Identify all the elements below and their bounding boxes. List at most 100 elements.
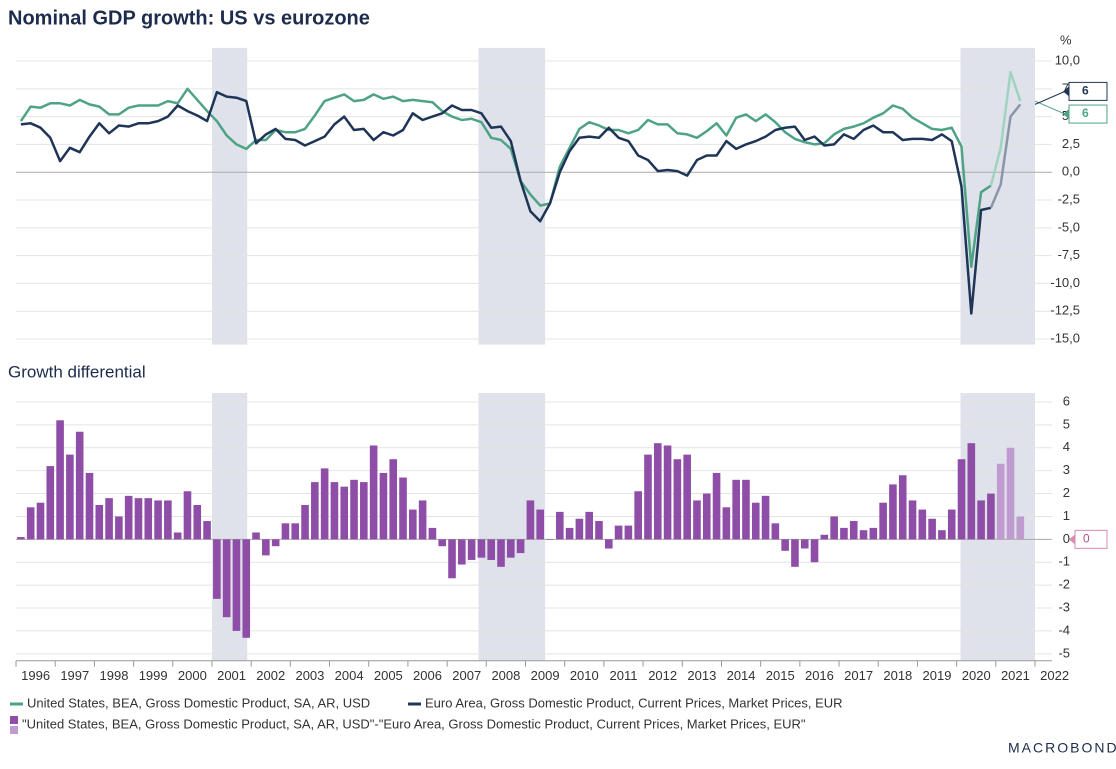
- y-tick-label: -5: [1058, 645, 1070, 660]
- bar: [409, 509, 417, 540]
- bar: [908, 500, 917, 540]
- bar: [360, 482, 368, 540]
- series-line-light: [989, 103, 1022, 209]
- bar: [183, 491, 192, 540]
- end-flag-tip: [1063, 109, 1069, 120]
- x-tick-label: 2002: [256, 668, 285, 683]
- x-tick-label: 2020: [962, 668, 991, 683]
- bar: [154, 500, 162, 540]
- bar: [418, 500, 427, 540]
- y-tick-label: -1: [1058, 554, 1070, 569]
- bar: [859, 530, 868, 540]
- x-tick-label: 2005: [374, 668, 403, 683]
- end-flag-pointer: [1034, 90, 1066, 105]
- bar: [46, 466, 55, 540]
- y-tick-label: 5: [1063, 416, 1070, 431]
- bar: [369, 445, 378, 540]
- bar: [624, 525, 633, 540]
- x-tick-label: 2013: [687, 668, 716, 683]
- bar: [242, 539, 251, 638]
- bar: [967, 443, 976, 540]
- bar: [281, 523, 290, 540]
- bar: [438, 539, 447, 547]
- bar: [311, 482, 319, 540]
- logo: MACROBOND: [1008, 740, 1116, 756]
- bar: [889, 484, 897, 540]
- y-tick-label: 6: [1063, 393, 1070, 408]
- x-tick-label: 2019: [923, 668, 952, 683]
- x-tick-label: 2016: [805, 668, 834, 683]
- bar: [379, 472, 388, 540]
- bar: [918, 509, 927, 540]
- bar: [320, 468, 329, 540]
- bar: [399, 477, 407, 540]
- bar: [781, 539, 789, 551]
- x-tick-label: 2010: [570, 668, 599, 683]
- x-tick-label: 1996: [21, 668, 50, 683]
- x-tick-label: 2018: [883, 668, 912, 683]
- bar: [644, 454, 652, 540]
- bar: [555, 511, 564, 540]
- end-flag-tip: [1069, 534, 1075, 545]
- legend-label: "United States, BEA, Gross Domestic Prod…: [22, 716, 806, 731]
- x-tick-label: 2021: [1001, 668, 1030, 683]
- y-tick-label: -15,0: [1050, 330, 1080, 345]
- x-tick-label: 2006: [413, 668, 442, 683]
- bar: [849, 521, 858, 540]
- bar: [595, 521, 603, 540]
- x-tick-label: 2001: [217, 668, 246, 683]
- bar: [144, 498, 153, 540]
- x-tick-label: 2008: [491, 668, 520, 683]
- bar: [389, 459, 398, 540]
- bar: [17, 537, 25, 540]
- x-tick-label: 1999: [139, 668, 168, 683]
- bar: [448, 539, 456, 579]
- series-line-light: [989, 70, 1022, 186]
- bar: [222, 539, 231, 618]
- x-tick-label: 1997: [60, 668, 89, 683]
- x-tick-label: 2011: [609, 668, 637, 683]
- bar: [203, 521, 211, 540]
- bar: [193, 505, 202, 540]
- bar: [66, 454, 74, 540]
- end-label: 0: [1083, 532, 1090, 546]
- bar: [330, 482, 339, 540]
- x-tick-label: 2000: [178, 668, 207, 683]
- bar: [487, 539, 496, 560]
- bar: [673, 459, 682, 540]
- x-tick-label: 2015: [766, 668, 795, 683]
- legend-label: Euro Area, Gross Domestic Product, Curre…: [425, 695, 843, 710]
- bar: [301, 505, 309, 540]
- bar: [820, 534, 829, 540]
- y-tick-label: 1: [1063, 508, 1070, 523]
- bar: [164, 500, 172, 540]
- bar: [458, 539, 466, 565]
- recession-band: [478, 47, 546, 345]
- bar: [712, 472, 721, 540]
- bar: [26, 507, 35, 540]
- bar: [477, 539, 486, 558]
- bar: [36, 502, 45, 540]
- y-tick-label: 2,5: [1062, 136, 1080, 151]
- bar: [213, 539, 221, 599]
- bar: [957, 459, 966, 540]
- bar: [879, 502, 887, 540]
- bar: [428, 527, 437, 540]
- bar: [683, 454, 691, 540]
- end-flag: [1074, 529, 1108, 549]
- bar: [634, 491, 642, 540]
- x-tick-label: 2012: [648, 668, 677, 683]
- bar: [791, 539, 799, 567]
- x-tick-label: 2014: [727, 668, 756, 683]
- bar: [516, 539, 525, 554]
- bar: [722, 507, 731, 540]
- x-tick-label: 2009: [531, 668, 560, 683]
- recession-band: [211, 393, 248, 661]
- bar: [604, 539, 613, 549]
- bar: [56, 420, 64, 540]
- bar: [938, 530, 946, 540]
- bar: [115, 516, 123, 540]
- bar: [800, 539, 809, 549]
- bar: [526, 500, 535, 540]
